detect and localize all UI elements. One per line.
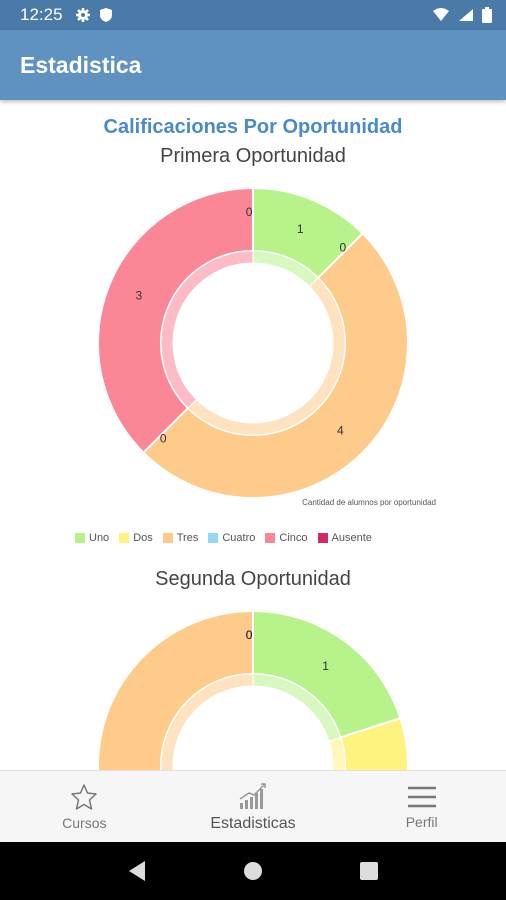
legend-swatch <box>119 533 130 543</box>
data-label-ausente: 0 <box>246 628 253 642</box>
chart-description: Cantidad de alumnos por oportunidad <box>302 498 436 507</box>
slice-inner-tres <box>160 673 254 770</box>
data-label-cuatro: 0 <box>160 431 167 445</box>
chart-icon <box>239 782 266 809</box>
chart-title-segunda: Segunda Oportunidad <box>155 568 351 590</box>
donut-chart-segunda[interactable]: 113000 <box>0 611 506 770</box>
legend-item-ausente[interactable]: Ausente <box>317 532 372 544</box>
data-label-uno: 1 <box>322 659 329 673</box>
signal-icon <box>459 9 473 21</box>
data-label-dos: 0 <box>339 241 346 255</box>
statistics-content[interactable]: Calificaciones Por Oportunidad Primera O… <box>0 100 506 770</box>
home-icon[interactable] <box>242 860 264 882</box>
slice-inner-cinco <box>160 250 254 409</box>
legend-item-dos[interactable]: Dos <box>119 532 153 544</box>
menu-icon <box>407 786 436 807</box>
data-label-cuatro: 0 <box>246 628 253 642</box>
star-icon <box>71 783 98 810</box>
system-navigation-bar <box>0 842 506 900</box>
legend-label: Ausente <box>331 532 372 544</box>
legend-swatch <box>75 533 85 543</box>
data-label-tres: 4 <box>337 423 344 437</box>
shield-icon <box>99 8 112 22</box>
status-time: 12:25 <box>20 5 63 24</box>
donut-chart-primera[interactable]: 1 0 4 0 3 0 <box>0 188 506 503</box>
battery-icon <box>482 7 492 23</box>
legend-swatch <box>265 533 276 543</box>
app-bar: Estadistica <box>0 30 506 100</box>
legend-swatch <box>208 533 219 543</box>
recents-icon[interactable] <box>359 861 379 881</box>
legend-swatch <box>317 533 328 543</box>
slice-inner-dos <box>328 736 346 770</box>
data-label-cinco: 0 <box>246 628 253 642</box>
gear-icon <box>75 8 90 22</box>
legend-swatch <box>162 533 173 543</box>
section-title: Calificaciones Por Oportunidad <box>103 116 403 138</box>
legend-label: Uno <box>89 532 110 544</box>
legend-item-tres[interactable]: Tres <box>162 532 199 544</box>
legend-label: Tres <box>176 532 199 544</box>
slice-tres[interactable] <box>97 611 344 770</box>
legend-item-cinco[interactable]: Cinco <box>265 532 308 544</box>
legend-label: Dos <box>133 532 153 544</box>
legend-item-cuatro[interactable]: Cuatro <box>208 532 255 544</box>
chart-title-primera: Primera Oportunidad <box>160 145 346 167</box>
legend-label: Cuatro <box>222 532 256 544</box>
nav-cursos[interactable]: Cursos <box>0 771 169 842</box>
nav-perfil[interactable]: Perfil <box>337 771 506 842</box>
nav-estadisticas[interactable]: Estadisticas <box>169 771 338 842</box>
nav-cursos-label: Cursos <box>62 814 107 831</box>
legend-label: Cinco <box>279 532 308 544</box>
nav-perfil-label: Perfil <box>405 813 438 830</box>
slice-dos[interactable] <box>307 716 409 770</box>
nav-estadisticas-label: Estadisticas <box>210 814 296 832</box>
chart-legend: Uno Dos Tres Cuatro Cinco Ausente <box>75 532 372 544</box>
status-bar: 12:25 <box>0 0 506 30</box>
back-icon[interactable] <box>127 860 147 882</box>
bottom-navigation: Cursos Estadisticas Perfil <box>0 770 506 842</box>
page-title: Estadistica <box>20 51 142 78</box>
legend-item-uno[interactable]: Uno <box>75 532 109 544</box>
data-label-cinco: 3 <box>136 289 143 303</box>
data-label-uno: 1 <box>297 222 304 236</box>
wifi-icon <box>433 8 449 21</box>
data-label-ausente: 0 <box>246 205 253 219</box>
